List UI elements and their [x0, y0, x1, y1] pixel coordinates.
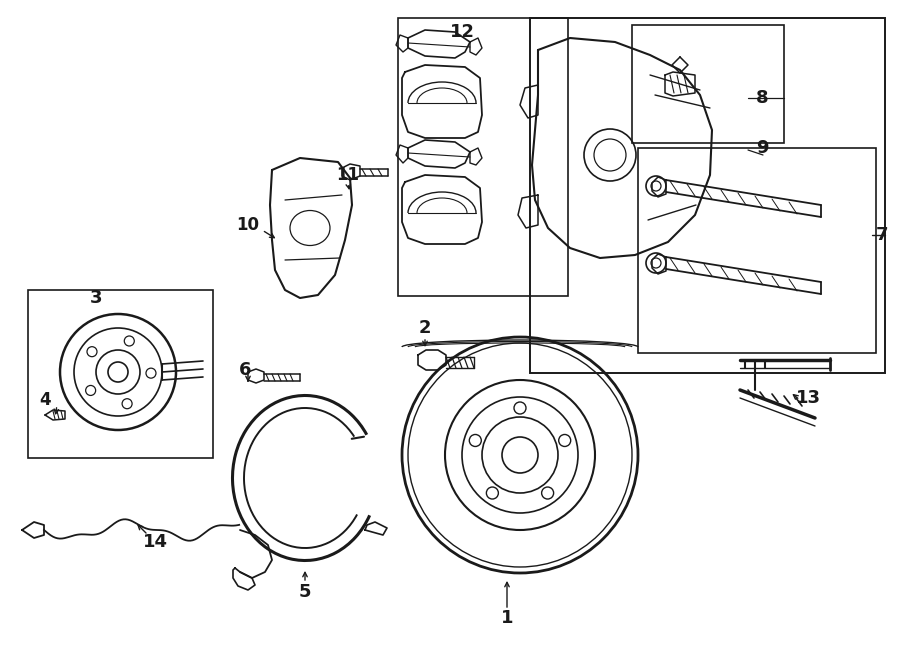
Text: 11: 11	[337, 166, 359, 184]
Text: 1: 1	[500, 609, 513, 627]
Bar	[398, 18, 568, 296]
Text: 2: 2	[418, 319, 431, 337]
Text: 13: 13	[796, 389, 821, 407]
Bar	[638, 148, 876, 353]
Text: 6: 6	[238, 361, 251, 379]
Bar	[28, 290, 213, 458]
Text: 4: 4	[40, 391, 50, 409]
Text: 14: 14	[142, 533, 167, 551]
Bar	[632, 25, 784, 143]
Text: 9: 9	[756, 139, 769, 157]
Text: 10: 10	[237, 216, 259, 234]
Text: 3: 3	[90, 289, 103, 307]
Text: 8: 8	[756, 89, 769, 107]
Text: 5: 5	[299, 583, 311, 601]
Bar	[530, 18, 885, 373]
Text: 7: 7	[876, 226, 888, 244]
Text: 12: 12	[449, 23, 474, 41]
